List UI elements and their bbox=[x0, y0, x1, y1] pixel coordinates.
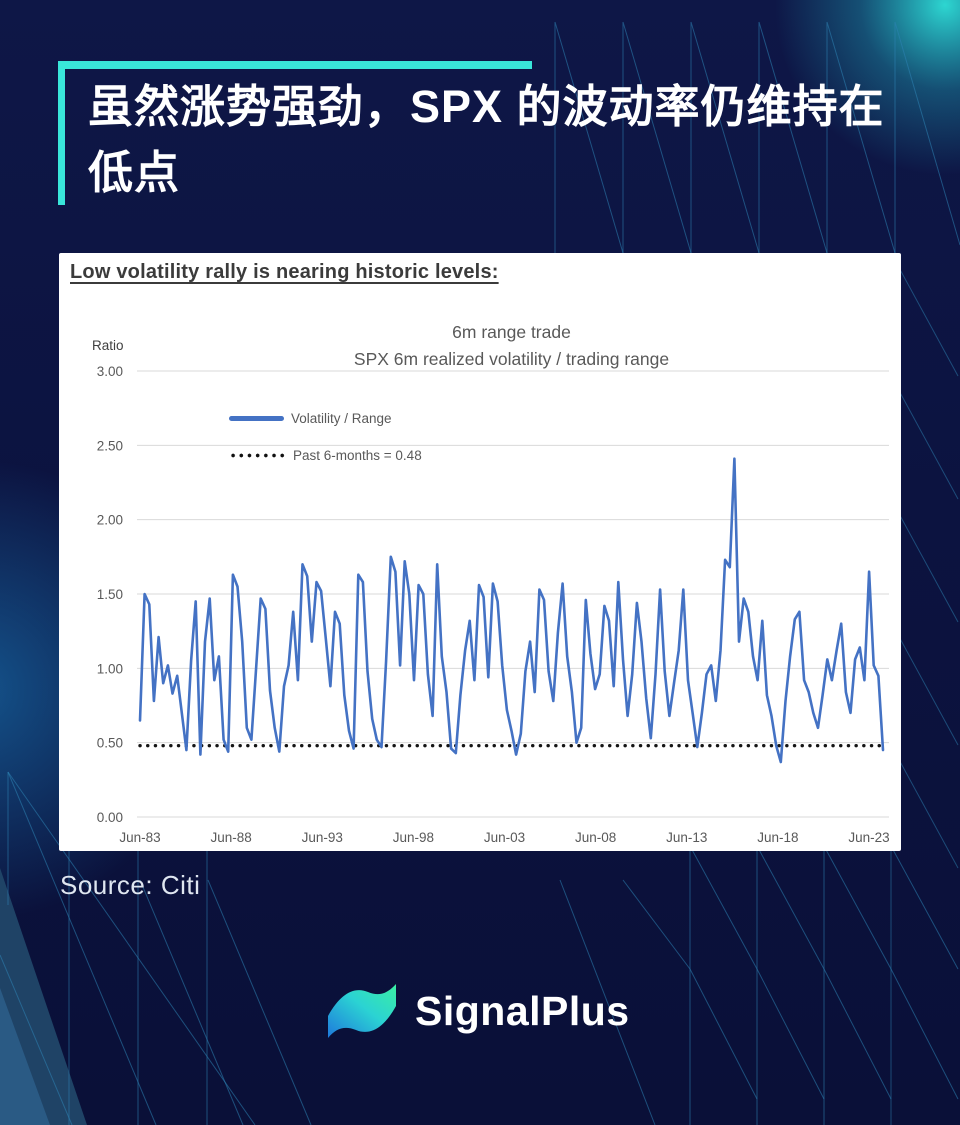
svg-text:Jun-08: Jun-08 bbox=[575, 830, 616, 845]
svg-text:2.50: 2.50 bbox=[97, 438, 123, 453]
svg-text:Jun-13: Jun-13 bbox=[666, 830, 707, 845]
svg-text:Jun-98: Jun-98 bbox=[393, 830, 434, 845]
chart-title-block: 6m range trade SPX 6m realized volatilit… bbox=[140, 319, 883, 373]
pattern-right-margin bbox=[890, 252, 959, 1125]
legend-dotted-swatch bbox=[229, 452, 286, 458]
svg-text:3.00: 3.00 bbox=[97, 364, 123, 379]
legend-item-volatility-range: Volatility / Range bbox=[229, 410, 392, 426]
svg-text:1.00: 1.00 bbox=[97, 661, 123, 676]
svg-text:0.00: 0.00 bbox=[97, 810, 123, 825]
svg-text:1.50: 1.50 bbox=[97, 587, 123, 602]
legend-dotted-label: Past 6-months = 0.48 bbox=[293, 447, 422, 463]
signalplus-wave-icon bbox=[328, 984, 396, 1038]
glow-top-right bbox=[775, 0, 960, 175]
y-axis-label: Ratio bbox=[92, 338, 124, 353]
pattern-top-right bbox=[554, 21, 960, 254]
chart-title: 6m range trade bbox=[452, 322, 571, 342]
chart-panel-heading: Low volatility rally is nearing historic… bbox=[70, 261, 499, 283]
page-title-line-2: 低点 bbox=[88, 147, 181, 198]
page-title: 虽然涨势强劲，SPX 的波动率仍维持在 低点 bbox=[88, 74, 898, 206]
svg-text:Jun-03: Jun-03 bbox=[484, 830, 525, 845]
svg-text:Jun-88: Jun-88 bbox=[210, 830, 251, 845]
chart-panel: Low volatility rally is nearing historic… bbox=[59, 253, 901, 851]
svg-text:0.50: 0.50 bbox=[97, 736, 123, 751]
signalplus-logo: SignalPlus bbox=[318, 980, 630, 1042]
pattern-bottom-left bbox=[0, 771, 312, 1125]
svg-text:Jun-93: Jun-93 bbox=[302, 830, 343, 845]
logo-text: SignalPlus bbox=[415, 987, 630, 1034]
legend-line-label: Volatility / Range bbox=[291, 410, 392, 426]
legend-line-swatch bbox=[229, 415, 284, 421]
chart-canvas: 3.00 2.50 2.00 1.50 1.00 0.50 0.00 Jun-83 Jun-88… bbox=[97, 364, 890, 845]
svg-text:2.00: 2.00 bbox=[97, 513, 123, 528]
svg-text:Jun-23: Jun-23 bbox=[848, 830, 889, 845]
svg-text:Jun-18: Jun-18 bbox=[757, 830, 798, 845]
title-accent-top-bar bbox=[58, 61, 532, 69]
source-label: Source: Citi bbox=[60, 870, 201, 900]
title-accent-left-bar bbox=[58, 61, 65, 205]
page-title-line-1: 虽然涨势强劲，SPX 的波动率仍维持在 bbox=[88, 81, 885, 132]
legend-item-past-6-months: Past 6-months = 0.48 bbox=[229, 447, 422, 463]
pattern-bottom-right bbox=[559, 845, 959, 1125]
svg-text:Jun-83: Jun-83 bbox=[119, 830, 160, 845]
chart-subtitle: SPX 6m realized volatility / trading ran… bbox=[353, 349, 670, 369]
